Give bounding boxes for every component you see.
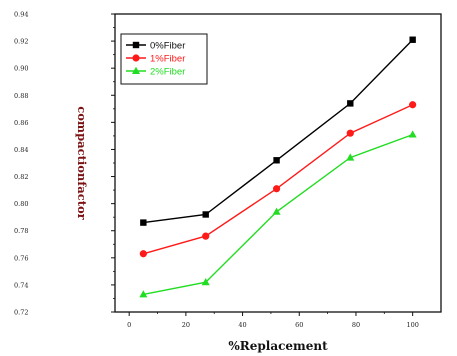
data-point <box>201 278 210 286</box>
data-point <box>409 36 416 43</box>
data-point <box>202 232 210 240</box>
y-tick-label: 0.90 <box>14 65 28 73</box>
data-point <box>347 100 354 107</box>
series-layer <box>139 36 417 298</box>
series-2%Fiber <box>139 130 417 298</box>
legend-marker <box>132 41 140 49</box>
legend-item: 0%Fiber <box>126 41 185 52</box>
series-line <box>143 104 413 255</box>
data-point <box>409 101 417 109</box>
data-point <box>346 129 354 137</box>
data-point <box>272 207 281 215</box>
y-tick-label: 0.88 <box>14 92 28 100</box>
series-0%Fiber <box>140 36 416 226</box>
x-tick-label: 80 <box>352 321 360 329</box>
legend-label: 0%Fiber <box>150 41 185 52</box>
x-tick-label: 40 <box>238 321 246 329</box>
y-tick-label: 0.86 <box>14 119 28 127</box>
x-axis: 0 20 40 60 80 100 <box>127 312 419 329</box>
x-axis-label: %Replacement <box>228 339 328 353</box>
data-point <box>139 290 148 298</box>
legend-marker <box>132 54 140 62</box>
y-tick-label: 0.76 <box>14 254 28 262</box>
y-tick-label: 0.74 <box>14 281 28 289</box>
legend-item: 1%Fiber <box>126 54 185 65</box>
x-tick-label: 60 <box>295 321 303 329</box>
legend-label: 1%Fiber <box>150 54 185 65</box>
data-point <box>139 250 147 258</box>
data-point <box>140 219 147 226</box>
data-point <box>272 185 281 193</box>
data-point <box>202 211 209 218</box>
x-tick-label: 20 <box>182 321 190 329</box>
data-point <box>273 157 280 164</box>
y-tick-label: 0.72 <box>14 309 28 317</box>
y-tick-label: 0.94 <box>14 11 28 19</box>
y-tick-label: 0.82 <box>14 173 28 181</box>
series-1%Fiber <box>139 101 417 258</box>
legend-item: 2%Fiber <box>126 67 185 78</box>
y-tick-label: 0.80 <box>14 200 28 208</box>
y-tick-label: 0.92 <box>14 38 28 46</box>
x-tick-label: 100 <box>406 321 418 329</box>
legend-marker <box>132 66 140 74</box>
y-axis: 0.72 0.74 0.76 0.78 0.80 0.82 0.84 0.86 0.88 0.90… <box>14 11 115 317</box>
data-point <box>346 153 355 161</box>
x-tick-label: 0 <box>127 321 131 329</box>
y-tick-label: 0.84 <box>14 146 28 154</box>
y-axis-label: compactionfactor <box>75 106 89 220</box>
legend-label: 2%Fiber <box>150 67 185 78</box>
legend: 0%Fiber 1%Fiber 2%Fiber <box>120 33 208 85</box>
y-tick-label: 0.78 <box>14 227 28 235</box>
data-point <box>408 130 417 138</box>
